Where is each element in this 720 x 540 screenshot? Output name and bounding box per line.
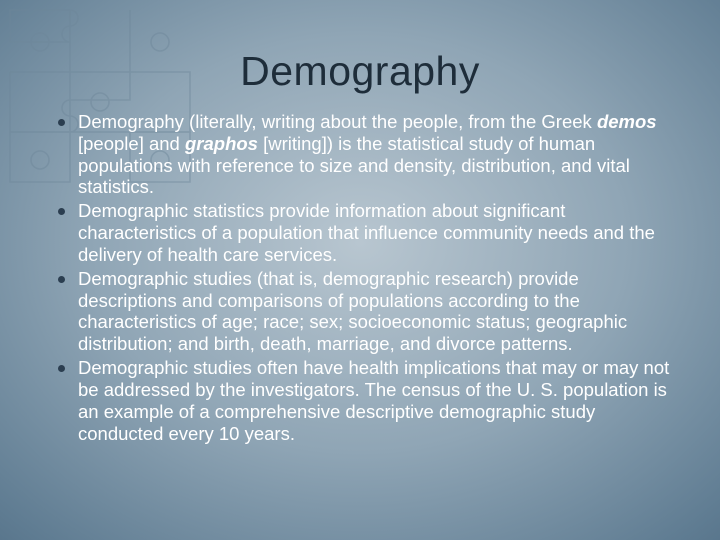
bullet-item: Demographic studies (that is, demographi… <box>52 268 678 355</box>
bullet-text-mid: [people] and <box>78 133 185 154</box>
bullet-em: graphos <box>185 133 258 154</box>
bullet-item: Demographic statistics provide informati… <box>52 200 678 265</box>
bullet-list: Demography (literally, writing about the… <box>52 111 678 444</box>
slide-title: Demography <box>38 48 682 95</box>
slide: Demography Demography (literally, writin… <box>0 0 720 540</box>
bullet-text: Demographic studies (that is, demographi… <box>78 268 627 354</box>
bullet-item: Demography (literally, writing about the… <box>52 111 678 198</box>
bullet-text-pre: Demography (literally, writing about the… <box>78 111 597 132</box>
bullet-text: Demographic studies often have health im… <box>78 357 669 443</box>
bullet-item: Demographic studies often have health im… <box>52 357 678 444</box>
bullet-text: Demographic statistics provide informati… <box>78 200 655 265</box>
bullet-em: demos <box>597 111 657 132</box>
slide-content: Demography (literally, writing about the… <box>38 111 682 444</box>
